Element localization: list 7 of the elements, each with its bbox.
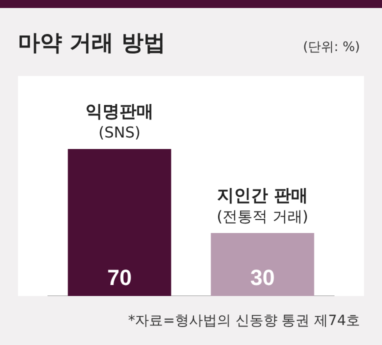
chart-title: 마약 거래 방법 — [18, 30, 166, 58]
x-tick-label: 지인간 판매 (전통적 거래) — [216, 186, 308, 226]
text: *자료=형사법의 신동향 통권 제74호 — [128, 312, 360, 330]
data-label: 70 — [107, 265, 132, 290]
x-tick-label: 익명판매 (SNS) — [86, 102, 154, 142]
chart-subtitle: (단위: %) — [302, 39, 360, 56]
data-label: 30 — [250, 265, 275, 290]
